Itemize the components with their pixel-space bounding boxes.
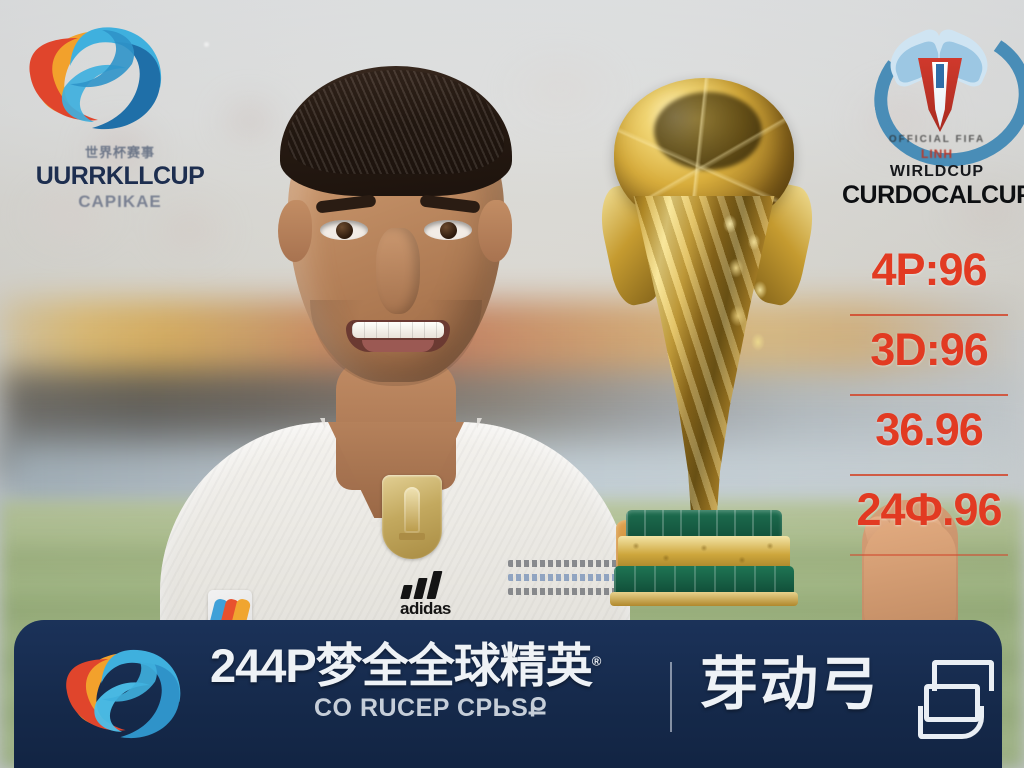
logo-tl-text-sub: CAPIKAE [78, 192, 162, 211]
mouth [346, 320, 450, 352]
price-value: 24Ф.96 [856, 484, 1002, 535]
hand [864, 520, 956, 638]
banner-right-text: 芽动弓 [700, 652, 881, 717]
price-row[interactable]: 24Ф.96 [844, 478, 1014, 558]
brand-logo-adidas: adidas [400, 571, 474, 619]
eye-right [424, 220, 472, 240]
adidas-stripe [400, 585, 413, 599]
price-value: 3D:96 [870, 324, 989, 375]
trophy-figures-relief [706, 202, 792, 382]
ribbon-mark-icon [918, 660, 994, 739]
ear-left [278, 200, 312, 262]
price-row[interactable]: 4P:96 [844, 238, 1014, 318]
logo-tr-text-arc: OFFICIAL FIFA [888, 134, 986, 145]
champion-badge [382, 475, 442, 559]
logo-top-right[interactable]: OFFICIAL FIFA LINH WIRLDCUP CURDOCALCUP [842, 14, 1024, 214]
background-speck [906, 420, 912, 426]
world-cup-trophy [578, 78, 828, 618]
badge-trophy-icon [404, 487, 420, 533]
price-divider [850, 394, 1008, 396]
nose [376, 228, 420, 314]
trophy-foot [610, 592, 798, 606]
trophy-malachite-segments-top [626, 510, 782, 540]
logo-tr-text-big: CURDOCALCUP [842, 181, 1024, 209]
trophy-base-texture [618, 536, 790, 570]
emblem-icon [863, 15, 1024, 179]
banner-headline: 244P梦全全球精英® [210, 639, 602, 692]
sponsor-line [508, 588, 658, 595]
price-value: 36.96 [875, 404, 984, 455]
sponsor-line [508, 560, 678, 567]
logo-top-left-text: 世界杯赛事 UURRKLLCUP CAPIKAE [20, 142, 220, 212]
price-row[interactable]: 3D:96 [844, 318, 1014, 398]
banner-swirl-icon [58, 638, 188, 746]
emblem-shield-accent [936, 64, 944, 88]
swirl-icon [20, 16, 170, 136]
price-list: 4P:96 3D:96 36.96 24Ф.96 [844, 238, 1014, 558]
sponsor-line [508, 574, 638, 581]
ribbon-mark-stroke [924, 684, 980, 722]
badge-trophy-base [399, 533, 425, 540]
iris-left [336, 222, 353, 239]
adidas-stripe [426, 571, 443, 599]
banner-headline-text: 244P梦全全球精英 [210, 639, 593, 692]
price-row[interactable]: 36.96 [844, 398, 1014, 478]
lower-lip [362, 340, 434, 352]
hair-texture [288, 70, 504, 174]
background-speck [204, 42, 209, 47]
price-divider [850, 554, 1008, 556]
trophy-malachite-segments-bottom [614, 566, 794, 596]
eye-left [320, 220, 368, 240]
iris-right [440, 222, 457, 239]
price-value: 4P:96 [871, 244, 987, 295]
price-divider [850, 314, 1008, 316]
bottom-banner: 244P梦全全球精英® CO RUCEP CPЬSՔ 芽动弓 [14, 620, 1002, 768]
logo-tr-text-wordmark: WIRLDCUP [889, 163, 985, 180]
logo-top-right-text: OFFICIAL FIFA LINH WIRLDCUP CURDOCALCUP [842, 134, 1024, 210]
banner-vertical-divider [670, 662, 672, 732]
trophy-malachite-ring-bottom [614, 566, 794, 596]
logo-tl-text-top: 世界杯赛事 [84, 145, 155, 160]
banner-registered-mark: ® [591, 653, 602, 669]
jersey-sponsor-text [508, 560, 688, 618]
teeth [352, 322, 444, 338]
ear-right [478, 200, 512, 262]
ribbon-mark-stroke [918, 706, 984, 739]
adidas-wordmark: adidas [400, 599, 451, 618]
background-crowd-blur [0, 0, 1024, 300]
teeth-gaps [352, 322, 444, 338]
logo-tl-text-main: UURRKLLCUP [35, 162, 205, 190]
banner-subline: CO RUCEP CPЬSՔ [314, 694, 548, 722]
price-divider [850, 474, 1008, 476]
banner-text-block: 244P梦全全球精英® CO RUCEP CPЬSՔ [210, 639, 602, 723]
ribbon-mark-stroke [932, 660, 994, 691]
logo-top-left[interactable]: 世界杯赛事 UURRKLLCUP CAPIKAE [20, 16, 230, 212]
adidas-stripe [413, 578, 428, 599]
logo-tr-text-red: LINH [921, 147, 953, 161]
trophy-malachite-ring-top [626, 510, 782, 540]
